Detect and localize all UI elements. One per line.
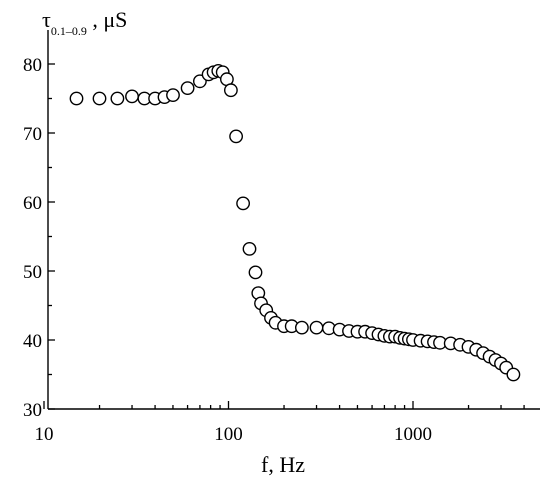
y-tick-label: 80 <box>23 55 42 76</box>
y-tick-label: 70 <box>23 124 42 145</box>
y-ticks: 30 40 50 60 70 80 <box>23 55 55 421</box>
x-tick-label: 1000 <box>394 424 432 445</box>
y-tick-label: 50 <box>23 262 42 283</box>
y-axis-title-main: τ <box>42 7 51 32</box>
data-point <box>69 91 84 106</box>
data-point <box>180 81 195 96</box>
data-point <box>236 196 251 211</box>
data-point <box>92 91 107 106</box>
y-axis-title-subscript: 0.1–0.9 <box>51 24 87 38</box>
x-axis-title: f, Hz <box>261 452 305 477</box>
data-point <box>506 367 521 382</box>
axes <box>47 30 540 410</box>
data-point <box>229 129 244 144</box>
y-tick-label: 60 <box>23 193 42 214</box>
y-tick-label: 30 <box>23 400 42 421</box>
data-point <box>125 89 139 104</box>
x-ticks: 10 100 1000 <box>35 401 525 445</box>
y-axis-title-unit: , μS <box>87 7 128 32</box>
data-point <box>242 241 257 256</box>
data-point <box>248 265 263 280</box>
data-point <box>110 91 125 106</box>
data-point <box>294 320 309 335</box>
y-tick-label: 40 <box>23 331 42 352</box>
x-tick-label: 100 <box>214 424 243 445</box>
data-point <box>223 83 238 98</box>
x-tick-label: 10 <box>35 424 54 445</box>
data-point <box>309 320 324 335</box>
y-axis-title: τ0.1–0.9 , μS <box>42 7 127 38</box>
data-points <box>69 64 521 382</box>
data-point <box>166 88 180 103</box>
